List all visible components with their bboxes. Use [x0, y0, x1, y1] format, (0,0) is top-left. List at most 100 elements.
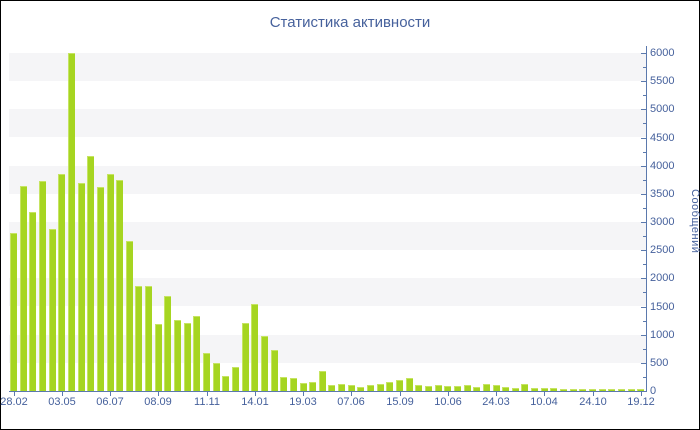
- bar: [415, 385, 423, 391]
- grid-band: [9, 278, 646, 307]
- bar: [328, 385, 336, 391]
- grid-band: [9, 221, 646, 250]
- x-tick: [448, 392, 449, 396]
- bar: [251, 304, 259, 391]
- bar: [289, 378, 297, 391]
- grid-band: [9, 334, 646, 363]
- bar: [222, 376, 230, 391]
- bar: [511, 388, 519, 391]
- x-tick: [641, 392, 642, 396]
- y-minor-tick: [643, 95, 646, 96]
- chart-title: Статистика активности: [269, 14, 431, 31]
- y-major-tick: [641, 81, 646, 82]
- x-tick-label: 03.05: [48, 396, 76, 408]
- y-minor-tick: [643, 236, 646, 237]
- bar: [154, 324, 162, 391]
- bar: [67, 53, 75, 391]
- bar: [473, 387, 481, 391]
- bar: [560, 389, 568, 391]
- x-axis-line: [9, 391, 647, 392]
- bar: [569, 389, 577, 391]
- y-tick-label: 500: [650, 357, 669, 369]
- bar: [145, 286, 153, 391]
- bar: [463, 385, 471, 391]
- y-tick-label: 1000: [650, 329, 675, 341]
- bar: [444, 386, 452, 391]
- bar: [367, 385, 375, 391]
- y-major-tick: [641, 109, 646, 110]
- bar: [29, 212, 37, 391]
- y-minor-tick: [643, 152, 646, 153]
- y-tick-label: 5000: [650, 103, 675, 115]
- grid-band: [9, 165, 646, 194]
- bar: [19, 186, 27, 391]
- y-minor-tick: [643, 321, 646, 322]
- y-major-tick: [641, 250, 646, 251]
- bar: [617, 389, 625, 391]
- y-major-tick: [641, 194, 646, 195]
- bar: [231, 367, 239, 391]
- x-tick-label: 24.10: [579, 396, 607, 408]
- bar: [540, 388, 548, 391]
- x-tick-label: 15.09: [386, 396, 414, 408]
- bar: [125, 241, 133, 391]
- grid-band: [9, 109, 646, 138]
- x-tick-label: 07.06: [337, 396, 365, 408]
- x-tick-label: 14.01: [241, 396, 269, 408]
- bar: [598, 389, 606, 391]
- y-tick-label: 3000: [650, 216, 675, 228]
- x-tick-label: 28.02: [0, 396, 28, 408]
- bar: [241, 323, 249, 391]
- bar: [260, 336, 268, 391]
- x-tick: [544, 392, 545, 396]
- y-major-tick: [641, 166, 646, 167]
- y-major-tick: [641, 138, 646, 139]
- y-tick-label: 4500: [650, 132, 675, 144]
- bar: [376, 384, 384, 391]
- bar: [48, 229, 56, 391]
- y-major-tick: [641, 53, 646, 54]
- bar: [424, 386, 432, 391]
- x-tick-label: 19.03: [289, 396, 317, 408]
- x-tick: [303, 392, 304, 396]
- x-tick-label: 11.11: [194, 396, 220, 408]
- x-tick-label: 08.09: [144, 396, 172, 408]
- y-major-tick: [641, 391, 646, 392]
- x-tick-label: 24.03: [482, 396, 510, 408]
- x-tick: [255, 392, 256, 396]
- y-major-tick: [641, 222, 646, 223]
- bar: [270, 350, 278, 391]
- bar: [183, 323, 191, 391]
- y-axis-title: Сообщений: [689, 188, 700, 254]
- y-minor-tick: [643, 292, 646, 293]
- bar: [38, 181, 46, 391]
- y-minor-tick: [643, 349, 646, 350]
- bar: [96, 187, 104, 391]
- bar: [396, 380, 403, 391]
- y-minor-tick: [643, 377, 646, 378]
- x-tick: [351, 392, 352, 396]
- bar: [386, 382, 394, 391]
- y-major-tick: [641, 278, 646, 279]
- y-major-tick: [641, 307, 646, 308]
- y-tick-label: 0: [650, 385, 657, 397]
- y-tick-label: 1500: [650, 301, 675, 313]
- y-major-tick: [641, 335, 646, 336]
- bar: [434, 385, 442, 391]
- x-tick: [207, 392, 208, 396]
- bar: [521, 384, 529, 391]
- x-tick: [496, 392, 497, 396]
- bar: [135, 286, 143, 391]
- bar: [338, 384, 346, 391]
- bar: [309, 382, 317, 391]
- bar: [589, 389, 596, 391]
- x-tick: [62, 392, 63, 396]
- plot-area: [9, 53, 646, 391]
- bar: [502, 387, 510, 391]
- bar: [637, 389, 645, 391]
- bar: [10, 233, 17, 391]
- x-tick: [158, 392, 159, 396]
- bar: [280, 377, 288, 391]
- bar: [318, 371, 326, 391]
